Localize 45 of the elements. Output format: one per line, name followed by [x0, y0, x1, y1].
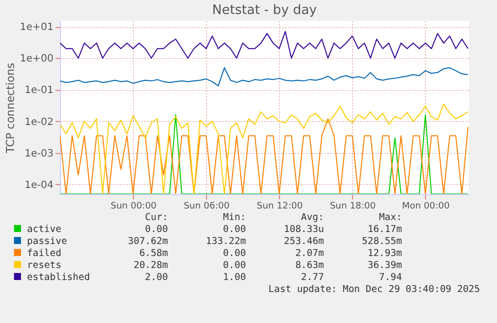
text: Max: — [378, 212, 403, 224]
text: 12.93m — [366, 248, 403, 260]
text: 36.39m — [366, 260, 403, 272]
y-axis-title: TCP connections — [4, 62, 17, 154]
text: Cur: — [144, 212, 169, 224]
text: Last update: Mon Dec 29 03:40:09 2025 — [267, 284, 480, 296]
text: 2.77 — [300, 272, 325, 284]
line-series — [60, 67, 468, 86]
x-tick-label: Mon 00:00 — [402, 202, 450, 212]
text: 133.22m — [204, 236, 247, 248]
text: 0.00 — [144, 224, 169, 236]
text: 0.00 — [222, 260, 247, 272]
text: Min: — [222, 212, 247, 224]
x-tick-label: Sun 06:00 — [184, 202, 230, 212]
text: 0.00 — [222, 224, 247, 236]
text: 2.00 — [144, 272, 169, 284]
text: 528.55m — [360, 236, 403, 248]
x-tick-label: Sun 00:00 — [110, 202, 157, 212]
legend-label: failed — [26, 248, 62, 260]
y-tick-label: 1e-04 — [24, 180, 54, 191]
legend-label: resets — [26, 260, 62, 272]
text: 6.58m — [138, 248, 169, 260]
text: Avg: — [300, 212, 325, 224]
y-tick-label: 1e+00 — [20, 54, 54, 65]
text: 1.00 — [222, 272, 247, 284]
text: 7.94 — [378, 272, 403, 284]
y-tick-label: 1e-03 — [24, 148, 54, 160]
text: 253.46m — [282, 236, 325, 248]
text: 307.62m — [126, 236, 169, 248]
text: 2.07m — [294, 248, 325, 260]
text: 108.33u — [282, 224, 325, 236]
y-tick-label: 1e-01 — [24, 85, 54, 96]
legend-label: active — [26, 224, 62, 236]
line-series — [60, 30, 468, 59]
chart-title: Netstat - by day — [212, 3, 318, 18]
x-tick-label: Sun 12:00 — [256, 202, 303, 212]
text: 8.63m — [294, 260, 325, 272]
text: 20.28m — [132, 260, 169, 272]
y-tick-label: 1e-02 — [24, 116, 54, 128]
text: 16.17m — [366, 224, 403, 236]
legend-label: established — [26, 272, 91, 284]
y-tick-label: 1e+01 — [20, 22, 54, 34]
text: 0.00 — [222, 248, 247, 260]
legend-label: passive — [26, 236, 68, 248]
x-tick-label: Sun 18:00 — [330, 202, 376, 212]
